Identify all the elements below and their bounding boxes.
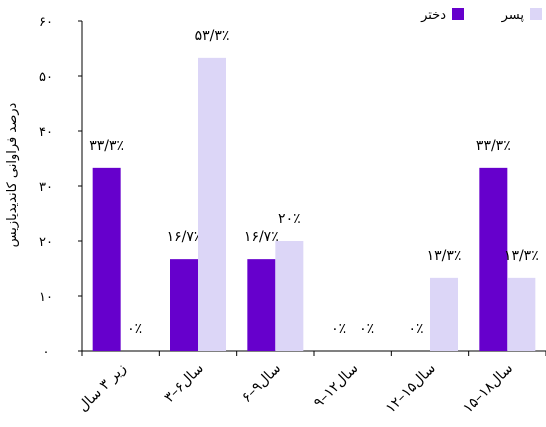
legend-label: دختر bbox=[420, 8, 446, 23]
data-label: ۳۳/۳٪ bbox=[476, 138, 511, 154]
data-label: ۲۰٪ bbox=[278, 211, 301, 227]
y-tick-label: ۳۰ bbox=[39, 180, 53, 195]
bar bbox=[170, 259, 198, 351]
legend-label: پسر bbox=[501, 8, 525, 23]
bar bbox=[430, 277, 458, 351]
data-label: ۰٪ bbox=[331, 321, 346, 337]
legend-swatch bbox=[530, 8, 542, 20]
y-axis-label: درصد فراوانی کاندیدیازیس bbox=[5, 102, 20, 247]
y-tick-label: ۱۰ bbox=[39, 290, 53, 305]
x-tick-label: زیر ۳ سال bbox=[75, 361, 129, 415]
x-tick-label: ۶–۹سال bbox=[239, 361, 284, 406]
x-tick-label: ۱۵–۱۸سال bbox=[460, 361, 516, 417]
y-tick-label: ۲۰ bbox=[39, 235, 53, 250]
data-label: ۱۳/۳٪ bbox=[427, 248, 462, 264]
bar bbox=[275, 241, 304, 351]
legend-swatch bbox=[452, 8, 464, 20]
data-label: ۱۳/۳٪ bbox=[504, 248, 539, 264]
x-tick-label: ۹–۱۲سال bbox=[311, 361, 362, 412]
y-tick-label: ۰ bbox=[43, 345, 50, 360]
bar bbox=[247, 259, 276, 351]
bar bbox=[479, 167, 508, 351]
x-tick-label: ۳–۶سال bbox=[161, 361, 206, 406]
x-tick-label: ۱۲–۱۵سال bbox=[383, 361, 439, 417]
data-label: ۰٪ bbox=[127, 321, 142, 337]
data-label: ۰٪ bbox=[408, 321, 423, 337]
bar bbox=[198, 57, 226, 351]
data-label: ۵۳/۳٪ bbox=[195, 28, 230, 44]
data-label: ۱۶/۷٪ bbox=[167, 229, 202, 245]
y-tick-label: ۶۰ bbox=[39, 15, 53, 30]
bar bbox=[92, 167, 121, 351]
data-label: ۰٪ bbox=[359, 321, 374, 337]
data-label: ۱۶/۷٪ bbox=[244, 229, 279, 245]
y-tick-label: ۵۰ bbox=[39, 70, 53, 85]
bar bbox=[507, 277, 536, 351]
y-tick-label: ۴۰ bbox=[39, 125, 53, 140]
data-label: ۳۳/۳٪ bbox=[89, 138, 124, 154]
